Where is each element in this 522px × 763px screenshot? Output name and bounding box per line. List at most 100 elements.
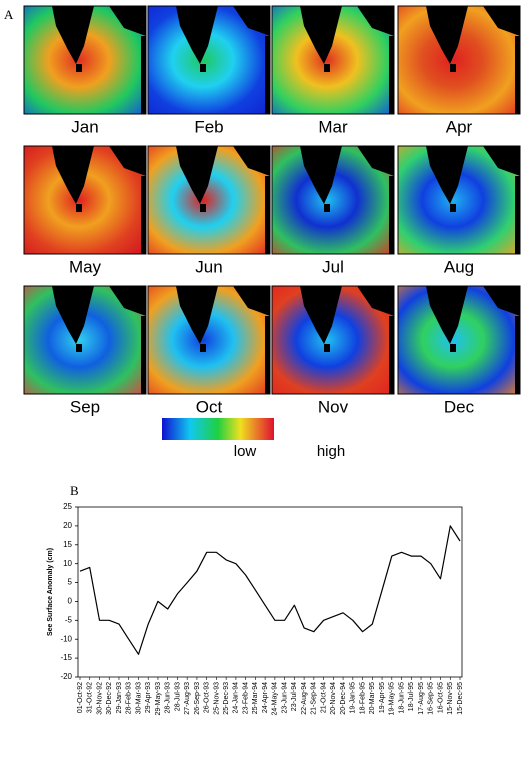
y-tick-label: -20 (60, 672, 72, 681)
land (300, 286, 394, 344)
colorbar (162, 418, 274, 440)
x-tick-label: 20-Nov-94 (330, 682, 337, 715)
x-tick-label: 29-May-93 (155, 682, 162, 716)
x-tick-label: 23-Jul-94 (291, 682, 298, 711)
x-tick-label: 30-Dec-92 (106, 682, 113, 715)
land (176, 6, 270, 64)
x-tick-label: 17-Aug-95 (418, 682, 425, 715)
y-tick-label: 5 (68, 578, 73, 587)
y-tick-label: 25 (63, 502, 72, 511)
land (426, 6, 520, 64)
land (265, 176, 270, 254)
y-tick-label: 0 (68, 597, 73, 606)
island (450, 204, 456, 212)
month-label: Jul (322, 257, 344, 276)
x-tick-label: 15-Nov-95 (447, 682, 454, 715)
land (426, 286, 520, 344)
island (76, 204, 82, 212)
land (52, 146, 146, 204)
month-label: Nov (318, 397, 349, 416)
maps (23, 5, 521, 395)
month-label: Oct (196, 397, 223, 416)
x-tick-label: 21-Sep-94 (311, 682, 318, 715)
panel-label: B (70, 483, 79, 498)
x-tick-label: 19-May-95 (389, 682, 396, 716)
x-tick-label: 20-Mar-95 (369, 682, 376, 714)
land (52, 6, 146, 64)
x-tick-label: 21-Oct-94 (320, 682, 327, 713)
land (176, 286, 270, 344)
plot-frame (77, 506, 463, 678)
x-tick-label: 18-Jun-95 (398, 682, 405, 714)
x-tick-label: 23-Feb-94 (242, 682, 249, 714)
y-tick-label: 15 (63, 540, 72, 549)
y-tick-label: 20 (63, 521, 72, 530)
land (265, 316, 270, 394)
y-tick-label: -10 (60, 634, 72, 643)
x-tick-label: 30-Mar-93 (135, 682, 142, 714)
x-tick-label: 28-Jul-93 (174, 682, 181, 711)
island (76, 64, 82, 72)
x-tick-label: 16-Oct-95 (437, 682, 444, 713)
x-tick-label: 28-Feb-93 (126, 682, 133, 714)
x-tick-label: 20-Dec-94 (340, 682, 347, 715)
land (176, 146, 270, 204)
y-tick-label: -15 (60, 653, 72, 662)
y-axis-label: See Surface Anomaly (cm) (47, 548, 54, 636)
island (200, 344, 206, 352)
x-tick-label: 25-Mar-94 (252, 682, 259, 714)
x-tick-label: 29-Jan-93 (116, 682, 123, 714)
month-label: Feb (194, 117, 223, 136)
land (515, 316, 520, 394)
y-tick-label: 10 (63, 559, 72, 568)
island (200, 64, 206, 72)
x-tick-label: 26-Sep-93 (194, 682, 201, 715)
island (324, 64, 330, 72)
land (300, 6, 394, 64)
x-tick-label: 30-Nov-92 (96, 682, 103, 715)
month-label: Jan (71, 117, 98, 136)
month-label: Dec (444, 397, 475, 416)
land (389, 176, 394, 254)
month-label: May (69, 257, 102, 276)
x-tick-label: 22-Aug-94 (301, 682, 308, 715)
x-tick-label: 18-Feb-95 (359, 682, 366, 714)
x-tick-label: 25-Nov-93 (213, 682, 220, 715)
island (450, 64, 456, 72)
month-label: Jun (195, 257, 222, 276)
island (200, 204, 206, 212)
x-tick-label: 16-Sep-95 (428, 682, 435, 715)
x-tick-label: 19-Apr-95 (379, 682, 386, 713)
month-label: Sep (70, 397, 100, 416)
x-tick-label: 01-Oct-92 (77, 682, 84, 713)
land (389, 316, 394, 394)
x-tick-label: 26-Oct-93 (204, 682, 211, 713)
island (450, 344, 456, 352)
line (79, 525, 461, 655)
y-tick-label: -5 (65, 615, 73, 624)
month-label: Aug (444, 257, 474, 276)
land (141, 36, 146, 114)
x-tick-label: 31-Oct-92 (87, 682, 94, 713)
land (141, 316, 146, 394)
x-tick-label: 29-Apr-93 (145, 682, 152, 713)
land (265, 36, 270, 114)
island (324, 344, 330, 352)
x-tick-label: 24-May-94 (272, 682, 279, 716)
x-tick-label: 18-Jul-95 (408, 682, 415, 711)
x-tick-label: 25-Dec-93 (223, 682, 230, 715)
legend-low: low (234, 443, 257, 460)
x-tick-label: 24-Apr-94 (262, 682, 269, 713)
land (515, 36, 520, 114)
land (426, 146, 520, 204)
land (300, 146, 394, 204)
panel-label: A (4, 7, 14, 22)
land (52, 286, 146, 344)
land (389, 36, 394, 114)
land (141, 176, 146, 254)
x-tick-label: 23-Jun-94 (281, 682, 288, 714)
land (515, 176, 520, 254)
x-tick-label: 24-Jan-94 (233, 682, 240, 714)
x-tick-label: 19-Jan-95 (350, 682, 357, 714)
